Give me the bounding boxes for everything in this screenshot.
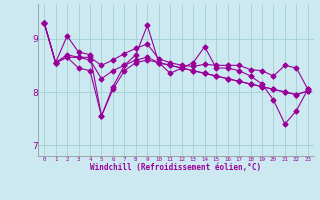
X-axis label: Windchill (Refroidissement éolien,°C): Windchill (Refroidissement éolien,°C) — [91, 163, 261, 172]
